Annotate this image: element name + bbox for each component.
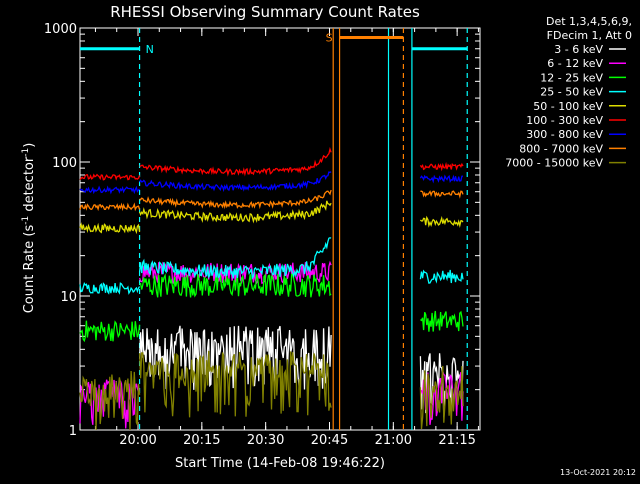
series-3-segment-1 — [138, 237, 332, 280]
series-4-segment-2 — [419, 215, 464, 228]
plot-area: N S 20:00 20:15 20:30 20:45 21:00 21:15 1 10 100 1… — [44, 22, 481, 448]
x-tick-label: 20:45 — [311, 433, 348, 448]
legend-header-line-1: Det 1,3,4,5,6,9, — [546, 15, 632, 28]
series-5-segment-1 — [139, 146, 332, 177]
x-tick-label: 20:30 — [247, 433, 284, 448]
legend-entry-label: 12 - 25 keV — [540, 71, 603, 84]
series-8-segment-0 — [79, 370, 141, 431]
series-layer — [79, 146, 464, 431]
footer-timestamp: 13-Oct-2021 20:12 — [560, 468, 636, 477]
series-7-segment-1 — [139, 189, 332, 210]
series-2-segment-1 — [139, 273, 332, 298]
legend-header-line-2: FDecim 1, Att 0 — [547, 29, 632, 42]
series-5-segment-0 — [79, 173, 141, 181]
series-7-segment-2 — [420, 190, 464, 199]
series-2-segment-2 — [420, 310, 464, 332]
legend-entry-label: 100 - 300 keV — [526, 114, 603, 127]
plot-frame — [79, 27, 481, 431]
y-axis-label-sup1: -1 — [21, 216, 31, 225]
series-4-segment-0 — [79, 222, 141, 235]
series-2-segment-0 — [79, 320, 141, 343]
legend-entry-label: 6 - 12 keV — [547, 57, 603, 70]
saa-label: S — [326, 31, 333, 44]
x-axis-label: Start Time (14-Feb-08 19:46:22) — [175, 456, 385, 471]
y-axis-label-main: Count Rate (s — [22, 225, 37, 314]
x-tick-label: 20:00 — [119, 433, 156, 448]
chart-title: RHESSI Observing Summary Count Rates — [110, 3, 420, 21]
y-axis-label: Count Rate (s-1 detector-1) — [21, 143, 37, 314]
y-axis-label-sup2: -1 — [21, 148, 31, 157]
legend-entry-label: 300 - 800 keV — [526, 128, 603, 141]
series-8-segment-1 — [138, 350, 332, 418]
y-tick-label: 1000 — [44, 22, 77, 37]
y-tick-label: 10 — [60, 290, 77, 305]
legend-entry-label: 3 - 6 keV — [554, 43, 603, 56]
series-0-segment-1 — [419, 353, 464, 418]
series-8-segment-2 — [419, 365, 464, 430]
legend-entry-label: 25 - 50 keV — [540, 86, 603, 99]
series-6-segment-0 — [79, 185, 141, 195]
series-6-segment-2 — [419, 174, 464, 184]
series-3-segment-2 — [419, 269, 464, 284]
y-tick-label: 1 — [69, 424, 77, 439]
series-4-segment-1 — [138, 200, 332, 224]
series-3-segment-0 — [79, 281, 141, 295]
tick-labels: 20:00 20:15 20:30 20:45 21:00 21:15 1 10 100 1000 — [44, 22, 476, 448]
series-7-segment-0 — [79, 202, 141, 212]
legend-entry-label: 800 - 7000 keV — [519, 142, 603, 155]
series-6-segment-1 — [139, 171, 332, 193]
x-tick-label: 20:15 — [183, 433, 220, 448]
legend-entry-label: 7000 - 15000 keV — [505, 157, 603, 170]
y-tick-label: 100 — [52, 156, 77, 171]
series-5-segment-2 — [419, 161, 464, 172]
legend-entry-label: 50 - 100 keV — [533, 100, 603, 113]
x-tick-label: 21:15 — [438, 433, 475, 448]
night-label: N — [146, 43, 154, 56]
axis-ticks — [80, 27, 480, 431]
x-tick-label: 21:00 — [375, 433, 412, 448]
y-axis-label-mid: detector — [22, 156, 37, 216]
y-axis-label-end: ) — [22, 143, 37, 148]
legend: Det 1,3,4,5,6,9, FDecim 1, Att 0 3 - 6 k… — [505, 15, 632, 170]
